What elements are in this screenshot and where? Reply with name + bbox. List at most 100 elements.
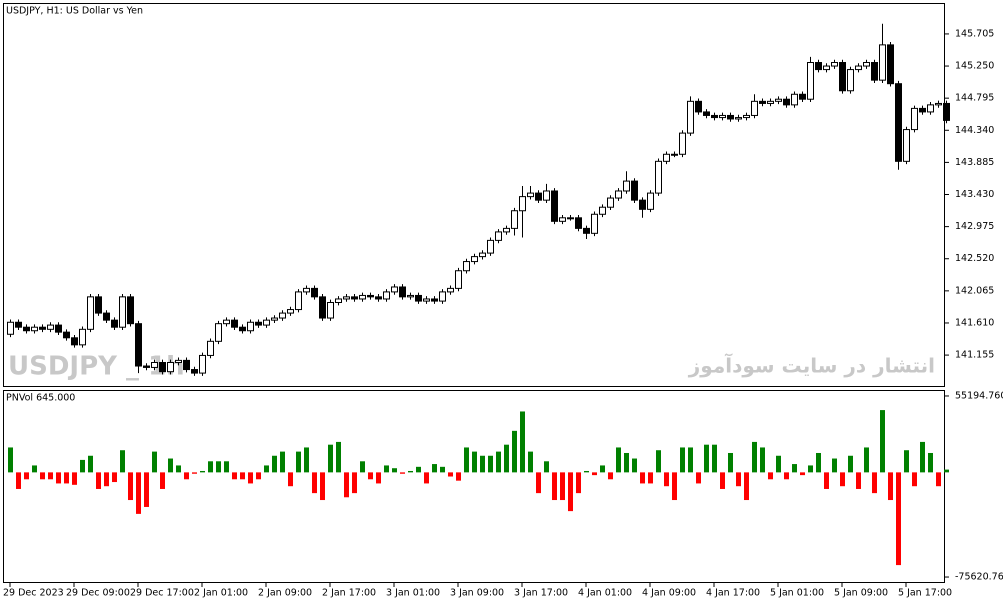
- volume-bar: [400, 472, 405, 474]
- candle-body: [471, 256, 478, 263]
- candle-body: [767, 100, 774, 104]
- volume-bar: [560, 472, 565, 501]
- volume-bar: [440, 466, 445, 473]
- volume-bar: [800, 472, 805, 476]
- volume-bar: [168, 458, 173, 473]
- candle-body: [623, 180, 630, 192]
- candle-body: [63, 331, 70, 339]
- volume-bar: [712, 444, 717, 473]
- candle-body: [559, 217, 566, 222]
- volume-bar: [616, 447, 621, 473]
- candle-body: [71, 337, 78, 346]
- volume-bar: [104, 472, 109, 487]
- candle-body: [751, 100, 758, 116]
- candle-body: [295, 291, 302, 311]
- main-panel: [3, 3, 945, 387]
- candle-body: [159, 361, 166, 373]
- y-tick-label: 143.885: [955, 157, 994, 168]
- candle-body: [311, 287, 318, 298]
- candle-body: [271, 317, 278, 321]
- volume-bar: [608, 472, 613, 480]
- x-tick-label: 3 Jan 01:00: [386, 588, 440, 599]
- x-tick-label: 2 Jan 17:00: [322, 588, 376, 599]
- x-tick-label: 3 Jan 09:00: [450, 588, 504, 599]
- candle-body: [199, 354, 206, 374]
- volume-bar: [64, 472, 69, 484]
- volume-bar: [808, 465, 813, 473]
- volume-bar: [72, 472, 77, 485]
- volume-bar: [192, 472, 197, 474]
- volume-bar: [848, 455, 853, 473]
- volume-bar: [88, 455, 93, 473]
- x-tick-label: 4 Jan 17:00: [706, 588, 760, 599]
- candle-body: [7, 321, 14, 335]
- volume-bar: [552, 472, 557, 501]
- volume-bar: [896, 472, 901, 566]
- x-tick-label: 5 Jan 17:00: [898, 588, 952, 599]
- watermark-symbol: USDJPY _ 1h: [8, 352, 185, 382]
- candle-body: [383, 291, 390, 300]
- candle-body: [815, 62, 822, 71]
- candle-body: [919, 107, 926, 113]
- volume-bar: [376, 472, 381, 484]
- volume-bar: [184, 472, 189, 480]
- volume-bar: [128, 472, 133, 501]
- candle-body: [367, 294, 374, 298]
- volume-bar: [752, 441, 757, 473]
- candle-body: [119, 296, 126, 328]
- volume-bar: [24, 472, 29, 480]
- candle-body: [55, 324, 62, 333]
- candle-body: [887, 44, 894, 85]
- candle-body: [679, 132, 686, 155]
- y-tick-label: 143.430: [955, 189, 994, 200]
- volume-bar: [664, 472, 669, 487]
- volume-bar: [384, 465, 389, 473]
- volume-bar: [272, 455, 277, 473]
- volume-bar: [432, 464, 437, 473]
- candle-body: [855, 65, 862, 71]
- candle-body: [327, 301, 334, 319]
- volume-bar: [56, 472, 61, 484]
- candle-body: [807, 62, 814, 100]
- volume-bar: [488, 455, 493, 473]
- candle-body: [911, 107, 918, 131]
- volume-bar: [160, 472, 165, 489]
- volume-bar: [688, 447, 693, 473]
- x-tick-label: 3 Jan 17:00: [514, 588, 568, 599]
- candle-body: [567, 217, 574, 220]
- candle-body: [487, 239, 494, 254]
- candle-body: [151, 361, 158, 368]
- candle-body: [391, 286, 398, 293]
- volume-bar: [96, 472, 101, 489]
- volume-bar: [336, 441, 341, 473]
- volume-bar: [368, 472, 373, 480]
- volume-bar: [592, 472, 597, 476]
- x-tick-label: 29 Dec 09:00: [66, 588, 130, 599]
- x-tick-label: 5 Jan 09:00: [834, 588, 888, 599]
- volume-bar: [768, 472, 773, 480]
- volume-bar: [904, 450, 909, 473]
- candle-body: [255, 321, 262, 326]
- volume-bar: [208, 461, 213, 473]
- candle-body: [167, 361, 174, 373]
- volume-bar: [464, 447, 469, 473]
- volume-bar: [456, 472, 461, 481]
- candle-body: [335, 298, 342, 303]
- volume-bar: [544, 461, 549, 473]
- volume-bar: [224, 461, 229, 473]
- volume-bar: [640, 472, 645, 484]
- candle-body: [447, 287, 454, 293]
- volume-bar: [504, 444, 509, 473]
- volume-bar: [312, 472, 317, 494]
- volume-bar: [776, 455, 781, 473]
- candle-body: [399, 286, 406, 298]
- candle-body: [655, 160, 662, 194]
- volume-bar: [568, 472, 573, 512]
- x-tick-label: 2 Jan 09:00: [258, 588, 312, 599]
- volume-bar: [656, 450, 661, 473]
- candle-body: [495, 231, 502, 241]
- candle-body: [87, 296, 94, 330]
- y-tick-label: 141.610: [955, 317, 994, 328]
- candle-body: [303, 287, 310, 293]
